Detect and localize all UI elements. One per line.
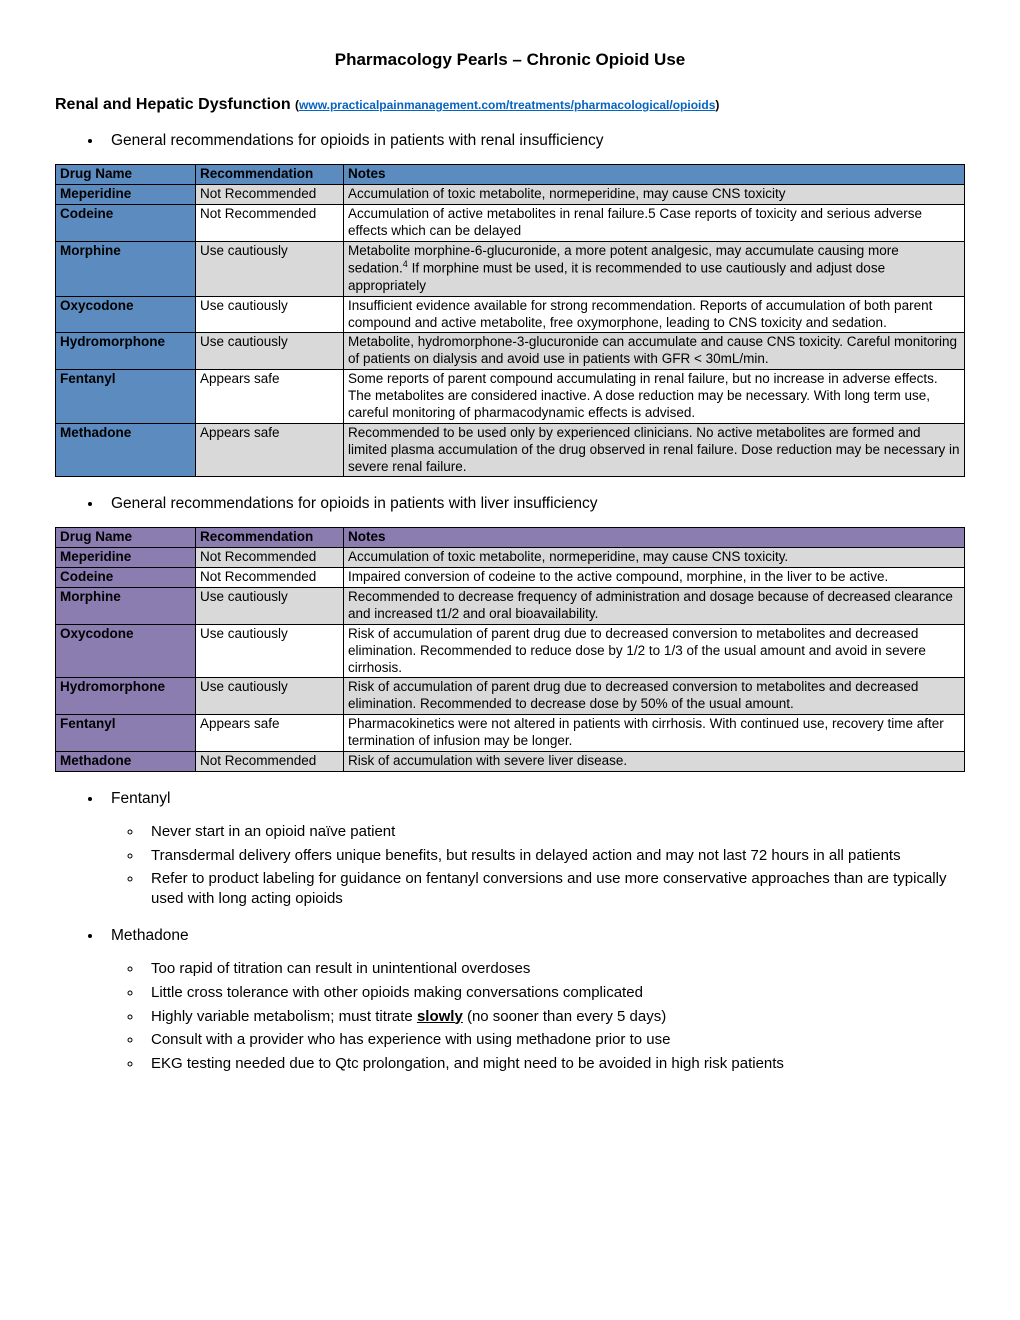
recommendation-cell: Appears safe	[196, 715, 344, 752]
recommendation-cell: Not Recommended	[196, 751, 344, 771]
recommendation-cell: Appears safe	[196, 423, 344, 477]
list-item: EKG testing needed due to Qtc prolongati…	[143, 1054, 965, 1074]
notes-cell: Metabolite, hydromorphone-3-glucuronide …	[344, 333, 965, 370]
recommendation-cell: Use cautiously	[196, 333, 344, 370]
emphasis-slowly: slowly	[417, 1008, 463, 1025]
notes-cell: Accumulation of active metabolites in re…	[344, 204, 965, 241]
table-row: MeperidineNot RecommendedAccumulation of…	[56, 548, 965, 568]
table-row: OxycodoneUse cautiouslyInsufficient evid…	[56, 296, 965, 333]
table-row: FentanylAppears safeSome reports of pare…	[56, 370, 965, 424]
recommendation-cell: Not Recommended	[196, 204, 344, 241]
table-row: MethadoneNot RecommendedRisk of accumula…	[56, 751, 965, 771]
drug-name-cell: Fentanyl	[56, 370, 196, 424]
recommendation-cell: Use cautiously	[196, 588, 344, 625]
liver-table: Drug Name Recommendation Notes Meperidin…	[55, 527, 965, 771]
fentanyl-sublist: Never start in an opioid naïve patient Tr…	[55, 822, 965, 909]
drug-name-cell: Morphine	[56, 588, 196, 625]
recommendation-cell: Use cautiously	[196, 241, 344, 296]
list-item: Consult with a provider who has experien…	[143, 1030, 965, 1050]
notes-cell: Recommended to decrease frequency of adm…	[344, 588, 965, 625]
notes-cell: Some reports of parent compound accumula…	[344, 370, 965, 424]
notes-cell: Pharmacokinetics were not altered in pat…	[344, 715, 965, 752]
notes-cell: Risk of accumulation with severe liver d…	[344, 751, 965, 771]
source-link[interactable]: www.practicalpainmanagement.com/treatmen…	[299, 98, 715, 112]
col-drug-name: Drug Name	[56, 165, 196, 185]
renal-table: Drug Name Recommendation Notes Meperidin…	[55, 164, 965, 477]
bullet-list-1: General recommendations for opioids in p…	[55, 132, 965, 150]
drug-name-cell: Hydromorphone	[56, 333, 196, 370]
recommendation-cell: Not Recommended	[196, 548, 344, 568]
col-recommendation: Recommendation	[196, 528, 344, 548]
table-row: FentanylAppears safePharmacokinetics wer…	[56, 715, 965, 752]
notes-cell: Recommended to be used only by experienc…	[344, 423, 965, 477]
recommendation-cell: Appears safe	[196, 370, 344, 424]
fentanyl-heading: Fentanyl	[103, 790, 965, 808]
col-drug-name: Drug Name	[56, 528, 196, 548]
recommendation-cell: Use cautiously	[196, 624, 344, 678]
table-row: MorphineUse cautiouslyMetabolite morphin…	[56, 241, 965, 296]
list-item: Highly variable metabolism; must titrate…	[143, 1007, 965, 1027]
recommendation-cell: Use cautiously	[196, 678, 344, 715]
drug-name-cell: Oxycodone	[56, 296, 196, 333]
notes-cell: Insufficient evidence available for stro…	[344, 296, 965, 333]
table-row: MorphineUse cautiouslyRecommended to dec…	[56, 588, 965, 625]
bullet-list-2: General recommendations for opioids in p…	[55, 495, 965, 513]
page-title: Pharmacology Pearls – Chronic Opioid Use	[55, 50, 965, 70]
col-recommendation: Recommendation	[196, 165, 344, 185]
notes-cell: Accumulation of toxic metabolite, normep…	[344, 184, 965, 204]
drug-name-cell: Codeine	[56, 204, 196, 241]
recommendation-cell: Not Recommended	[196, 568, 344, 588]
notes-cell: Impaired conversion of codeine to the ac…	[344, 568, 965, 588]
recommendation-cell: Use cautiously	[196, 296, 344, 333]
notes-cell: Accumulation of toxic metabolite, normep…	[344, 548, 965, 568]
list-item: Refer to product labeling for guidance o…	[143, 869, 965, 909]
drug-name-cell: Methadone	[56, 751, 196, 771]
table-row: MethadoneAppears safeRecommended to be u…	[56, 423, 965, 477]
drug-name-cell: Codeine	[56, 568, 196, 588]
drug-name-cell: Oxycodone	[56, 624, 196, 678]
methadone-sublist: Too rapid of titration can result in uni…	[55, 959, 965, 1074]
methadone-heading: Methadone	[103, 927, 965, 945]
drug-name-cell: Meperidine	[56, 548, 196, 568]
table-row: HydromorphoneUse cautiouslyMetabolite, h…	[56, 333, 965, 370]
recommendation-cell: Not Recommended	[196, 184, 344, 204]
table-row: CodeineNot RecommendedAccumulation of ac…	[56, 204, 965, 241]
table-row: CodeineNot RecommendedImpaired conversio…	[56, 568, 965, 588]
table-row: MeperidineNot RecommendedAccumulation of…	[56, 184, 965, 204]
list-item: Little cross tolerance with other opioid…	[143, 983, 965, 1003]
table-row: OxycodoneUse cautiouslyRisk of accumulat…	[56, 624, 965, 678]
drug-name-cell: Methadone	[56, 423, 196, 477]
bullet-liver: General recommendations for opioids in p…	[103, 495, 965, 513]
list-item: Too rapid of titration can result in uni…	[143, 959, 965, 979]
drug-name-cell: Morphine	[56, 241, 196, 296]
table-row: HydromorphoneUse cautiouslyRisk of accum…	[56, 678, 965, 715]
notes-cell: Metabolite morphine-6-glucuronide, a mor…	[344, 241, 965, 296]
notes-cell: Risk of accumulation of parent drug due …	[344, 624, 965, 678]
methadone-section: Methadone	[55, 927, 965, 945]
drug-name-cell: Meperidine	[56, 184, 196, 204]
col-notes: Notes	[344, 528, 965, 548]
drug-name-cell: Fentanyl	[56, 715, 196, 752]
paren-close: )	[715, 98, 719, 112]
col-notes: Notes	[344, 165, 965, 185]
drug-name-cell: Hydromorphone	[56, 678, 196, 715]
notes-cell: Risk of accumulation of parent drug due …	[344, 678, 965, 715]
fentanyl-section: Fentanyl	[55, 790, 965, 808]
section-heading-text: Renal and Hepatic Dysfunction	[55, 96, 291, 113]
bullet-renal: General recommendations for opioids in p…	[103, 132, 965, 150]
list-item: Transdermal delivery offers unique benef…	[143, 846, 965, 866]
list-item: Never start in an opioid naïve patient	[143, 822, 965, 842]
section-heading: Renal and Hepatic Dysfunction (www.pract…	[55, 96, 965, 114]
